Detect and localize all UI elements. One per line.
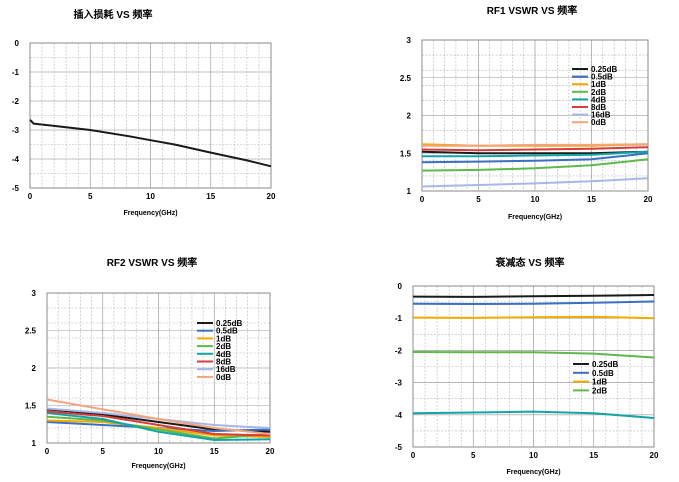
y-tick-label: 2	[407, 112, 412, 121]
series-line-4dB	[422, 150, 649, 158]
legend-label: 0.5dB	[216, 327, 238, 336]
chart-title: 插入损耗 VS 频率	[74, 8, 153, 21]
legend-label: 0.25dB	[591, 65, 617, 74]
chart-title: 衰减态 VS 频率	[495, 256, 565, 269]
y-tick-label: -5	[12, 184, 20, 193]
y-tick-label: 3	[32, 289, 37, 298]
y-tick-label: 2.5	[25, 327, 37, 336]
legend-label: 0.5dB	[592, 369, 614, 378]
legend-label: 1dB	[591, 80, 606, 89]
legend-label: 0dB	[216, 373, 231, 382]
legend-label: 4dB	[591, 95, 606, 104]
legend-label: 16dB	[216, 365, 236, 374]
series-line-2dB	[421, 158, 649, 172]
series-line-2dB	[46, 415, 271, 440]
series-line-0dB	[46, 398, 271, 435]
legend-label: 1dB	[592, 378, 607, 387]
x-tick-label: 20	[267, 192, 276, 201]
x-tick-label: 10	[146, 192, 155, 201]
x-tick-label: 5	[88, 192, 93, 201]
legend-label: 16dB	[591, 111, 611, 120]
x-tick-label: 0	[45, 447, 50, 456]
y-tick-label: -4	[395, 411, 403, 420]
series-line-2dB	[412, 351, 655, 359]
x-axis-label: Frequency(GHz)	[131, 463, 185, 470]
y-tick-label: -5	[395, 443, 403, 452]
y-tick-label: 2.5	[400, 74, 412, 83]
y-tick-label: -2	[395, 346, 403, 355]
x-tick-label: 0	[411, 451, 416, 460]
y-tick-label: 0	[398, 282, 403, 291]
chart-1: 插入损耗 VS 频率 0 5 10 15 20 0 -1 -2 -3 -4 -5 Frequency(G…	[12, 8, 276, 217]
x-tick-label: 20	[650, 451, 659, 460]
y-tick-label: 2	[32, 364, 37, 373]
x-tick-label: 20	[266, 447, 275, 456]
series-line-0_5dB	[412, 300, 655, 305]
x-tick-label: 10	[154, 447, 163, 456]
y-tick-label: 3	[407, 36, 412, 45]
grid	[29, 42, 272, 189]
x-tick-label: 20	[644, 195, 653, 204]
legend-label: 0dB	[591, 118, 606, 127]
chart-title: RF1 VSWR VS 频率	[487, 4, 578, 17]
x-tick-label: 15	[589, 451, 598, 460]
series-line-1dB	[412, 315, 655, 320]
legend-label: 1dB	[216, 334, 231, 343]
legend-label: 2dB	[216, 342, 231, 351]
series-line-0dB	[422, 143, 649, 147]
x-tick-label: 5	[101, 447, 106, 456]
x-tick-label: 5	[471, 451, 476, 460]
y-tick-label: -3	[395, 379, 403, 388]
chart-2: RF1 VSWR VS 频率 0 5 10 15 20 3 2.5 2 1.5 1 Frequency…	[400, 4, 653, 221]
y-tick-label: 1.5	[400, 149, 412, 158]
y-tick-label: -1	[12, 68, 20, 77]
series-line-8dB	[46, 410, 271, 437]
chart-4: 衰减态 VS 频率 0 5 10 15 20 0 -1 -2 -3 -4 -5 Frequency(GH…	[395, 256, 659, 476]
series-line-4dB	[46, 412, 271, 441]
legend-label: 4dB	[216, 350, 231, 359]
chart-title: RF2 VSWR VS 频率	[107, 256, 198, 269]
y-tick-label: -3	[12, 126, 20, 135]
x-tick-label: 15	[206, 192, 215, 201]
y-tick-label: 1.5	[25, 402, 37, 411]
x-tick-label: 5	[476, 195, 481, 204]
series-line-8dB	[421, 146, 649, 152]
legend-label: 2dB	[592, 386, 607, 395]
y-tick-label: 0	[15, 39, 20, 48]
y-tick-label: -2	[12, 97, 20, 106]
legend-label: 0.25dB	[592, 360, 618, 369]
legend-label: 8dB	[591, 103, 606, 112]
y-tick-label: 1	[32, 439, 37, 448]
x-tick-label: 0	[28, 192, 33, 201]
legend-label: 0.5dB	[591, 73, 613, 82]
legend-label: 8dB	[216, 358, 231, 367]
legend-label: 0.25dB	[216, 319, 242, 328]
series-line-0_25dB	[412, 294, 655, 298]
x-tick-label: 0	[420, 195, 425, 204]
series-line-0_5dB	[421, 152, 649, 164]
chart-3: RF2 VSWR VS 频率 0 5 10 15 20 3 2.5 2 1.5 1 Frequency…	[25, 256, 275, 470]
x-tick-label: 10	[529, 451, 538, 460]
x-axis-label: Frequency(GHz)	[123, 210, 177, 217]
legend-label: 2dB	[591, 88, 606, 97]
x-tick-label: 10	[531, 195, 540, 204]
series-line-4dB	[412, 410, 655, 419]
y-tick-label: 1	[407, 187, 412, 196]
series-line-0_25dB	[29, 119, 272, 168]
x-axis-label: Frequency(GHz)	[508, 214, 562, 221]
series-line-16dB	[421, 177, 649, 188]
x-axis-label: Frequency(GHz)	[506, 469, 560, 476]
y-tick-label: -1	[395, 314, 403, 323]
x-tick-label: 15	[587, 195, 596, 204]
x-tick-label: 15	[210, 447, 219, 456]
y-tick-label: -4	[12, 155, 20, 164]
